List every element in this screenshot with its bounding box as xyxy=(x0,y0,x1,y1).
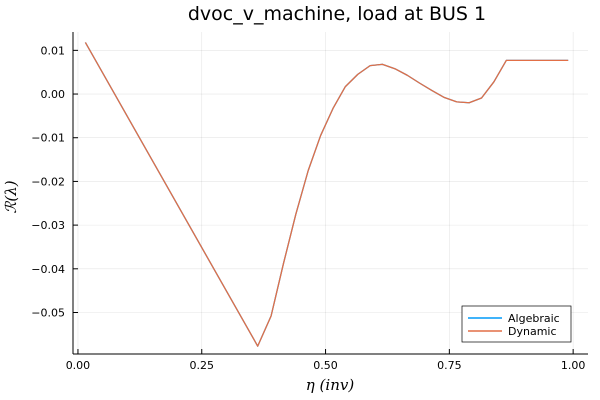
y-tick-label: −0.05 xyxy=(31,306,65,319)
x-tick-label: 1.00 xyxy=(561,359,586,372)
y-tick-label: 0.01 xyxy=(41,44,66,57)
x-tick-label: 0.25 xyxy=(190,359,215,372)
legend-box xyxy=(461,305,572,343)
series-layer xyxy=(84,42,569,347)
y-axis-label: ℛ(λ) xyxy=(2,180,20,213)
x-tick-label: 0.50 xyxy=(313,359,338,372)
y-tick-label: 0.00 xyxy=(41,88,66,101)
series-line-algebraic xyxy=(84,42,569,347)
axes xyxy=(72,32,588,355)
grid xyxy=(73,32,588,354)
legend-label-dynamic: Dynamic xyxy=(508,325,557,338)
y-tick-label: −0.04 xyxy=(31,263,65,276)
x-tick-label: 0.75 xyxy=(437,359,462,372)
y-tick-label: −0.02 xyxy=(31,175,65,188)
chart-title: dvoc_v_machine, load at BUS 1 xyxy=(188,3,486,25)
series-line-dynamic xyxy=(84,42,569,347)
tick-labels: 0.00 0.25 0.50 0.75 1.00 0.01 0.00 −0.01 −0.02 −0… xyxy=(31,44,585,372)
x-axis-label: η (inv) xyxy=(306,376,355,394)
x-tick-label: 0.00 xyxy=(66,359,91,372)
y-tick-label: −0.03 xyxy=(31,219,65,232)
legend-label-algebraic: Algebraic xyxy=(508,312,560,325)
y-tick-label: −0.01 xyxy=(31,132,65,145)
